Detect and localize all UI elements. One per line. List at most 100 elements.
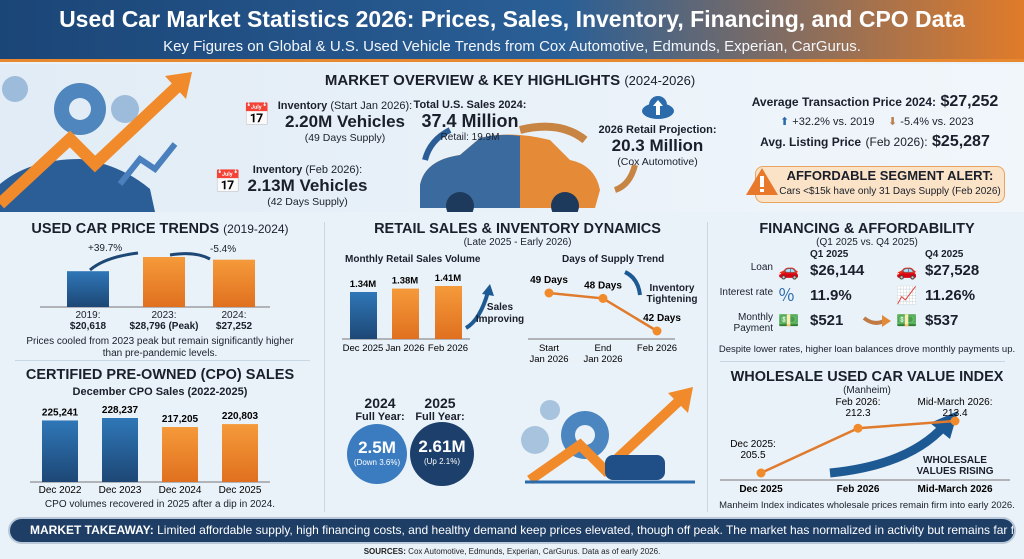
supply-category-label: Jan 2026	[529, 354, 568, 365]
price-trends-note: Prices cooled from 2023 peak but remain …	[26, 336, 294, 359]
supply-value-label: 48 Days	[584, 280, 622, 291]
supply-chart-title: Days of Supply Trend	[562, 254, 665, 265]
retail-title: RETAIL SALES & INVENTORY DYNAMICS	[374, 221, 661, 237]
wholesale-note: Manheim Index indicates wholesale prices…	[719, 500, 1015, 511]
index-point-Feb 2026	[853, 423, 863, 433]
trend-arrow-icon	[0, 79, 185, 209]
car-illustration	[420, 122, 638, 212]
cpo-bar-Dec 2022	[42, 420, 78, 482]
supply-category-label: End	[595, 343, 612, 354]
cash-icon: 💵	[896, 311, 918, 330]
index-value-label: 205.5	[740, 450, 765, 461]
sales-value-label: 1.38M	[392, 276, 418, 287]
rising-arrow-icon	[829, 421, 949, 478]
price-bar-2023	[143, 257, 185, 307]
cloud-upload-icon	[642, 96, 674, 119]
fy2024-circle: 2.5M (Down 3.6%)	[347, 424, 407, 484]
cpo-bar-Dec 2024	[162, 427, 198, 482]
price-bar-label: 2023: $28,796 (Peak)	[129, 310, 199, 332]
cpo-title: CERTIFIED PRE-OWNED (CPO) SALES	[25, 367, 295, 383]
overview-title: MARKET OVERVIEW & KEY HIGHLIGHTS (2024-2…	[324, 72, 696, 89]
q1-value: $521	[810, 312, 844, 329]
price-bar-2024	[213, 259, 255, 307]
arrow-down-icon: ⬇	[888, 116, 898, 128]
q1-header: Q1 2025	[810, 249, 849, 260]
sales-value-label: 1.41M	[435, 273, 461, 284]
sales-category-label: Dec 2025	[343, 343, 384, 354]
atp-change-2023: ⬇ -5.4% vs. 2023	[888, 116, 974, 128]
supply-category-label: Feb 2026	[637, 343, 677, 354]
price-bar-label: 2019: $20,618	[69, 310, 107, 332]
trend-arrow-icon	[527, 396, 684, 485]
change-label: +39.7%	[88, 243, 123, 254]
sources-line: SOURCES: Cox Automotive, Edmunds, Experi…	[363, 547, 661, 556]
sales-category-label: Jan 2026	[385, 343, 424, 354]
price-trends-title: USED CAR PRICE TRENDS (2019-2024)	[31, 221, 289, 237]
arrow-up-icon	[464, 291, 490, 330]
supply-category-label: Jan 2026	[583, 354, 622, 365]
supply-value-label: 42 Days	[643, 313, 681, 324]
sales-category-label: Feb 2026	[428, 343, 468, 354]
cpo-subtitle: December CPO Sales (2022-2025)	[72, 386, 248, 398]
index-value-label: Feb 2026:	[835, 397, 880, 408]
fy2024-heading: 2024 Full Year:	[355, 395, 405, 423]
index-category-label: Feb 2026	[837, 484, 880, 495]
financing-range: (Q1 2025 vs. Q4 2025)	[816, 237, 918, 248]
alert-title: AFFORDABLE SEGMENT ALERT:	[786, 168, 994, 183]
growth-illustration	[0, 72, 192, 212]
page-title: Used Car Market Statistics 2026: Prices,…	[59, 6, 965, 32]
divider	[15, 360, 310, 361]
index-category-label: Mid-March 2026	[917, 484, 992, 495]
wholesale-subtitle: (Manheim)	[843, 385, 891, 396]
gear-icon	[2, 76, 28, 102]
arrow-down-icon	[624, 270, 642, 296]
warning-icon	[746, 168, 778, 195]
cpo-category-label: Dec 2024	[159, 485, 202, 496]
car-tag-icon: 🚗	[896, 261, 918, 280]
arrow-icon	[89, 251, 139, 272]
q4-value: 11.26%	[925, 287, 976, 304]
arrow-head	[482, 284, 494, 296]
sales-improving-note: Sales Improving	[475, 302, 525, 325]
percent-icon: ％	[778, 286, 795, 305]
cpo-category-label: Dec 2025	[219, 485, 262, 496]
financing-row-label: Interest rate	[719, 287, 773, 298]
change-label: -5.4%	[210, 244, 237, 255]
index-point-Mid-March 2026	[950, 416, 960, 426]
divider	[324, 222, 325, 512]
q4-header: Q4 2025	[925, 249, 964, 260]
cpo-value-label: 220,803	[222, 411, 259, 422]
car-tag-icon: 🚗	[778, 261, 800, 280]
arrow-icon	[422, 127, 452, 161]
volume-chart-title: Monthly Retail Sales Volume	[345, 254, 481, 265]
cpo-value-label: 228,237	[102, 405, 139, 416]
financing-row-label: Loan	[750, 262, 773, 273]
gear-icon	[521, 426, 549, 454]
arrow-icon	[519, 122, 588, 144]
cpo-note: CPO volumes recovered in 2025 after a di…	[44, 499, 276, 510]
atp-change-2019: ⬆ +32.2% vs. 2019	[780, 116, 875, 128]
financing-title: FINANCING & AFFORDABILITY	[759, 221, 975, 237]
arrow-icon	[613, 164, 638, 193]
index-value-label: 213.4	[942, 408, 967, 419]
supply-value-label: 49 Days	[530, 275, 568, 286]
page-subtitle: Key Figures on Global & U.S. Used Vehicl…	[163, 38, 861, 55]
gear-icon	[540, 400, 560, 420]
arrow-up-icon: ⬆	[780, 116, 790, 128]
financing-note: Despite lower rates, higher loan balance…	[718, 344, 1016, 355]
fy2025-circle: 2.61M (Up 2.1%)	[410, 422, 474, 486]
index-value-label: Mid-March 2026:	[917, 397, 992, 408]
index-value-label: 212.3	[845, 408, 870, 419]
q4-value: $537	[925, 312, 959, 329]
supply-point-Feb 2026	[652, 326, 662, 336]
arrow-head	[930, 411, 958, 439]
wholesale-chart: Dec 2025:205.5 Dec 2025 Feb 2026:212.3 Feb …	[720, 397, 1010, 495]
financing-row-label: Monthly Payment	[733, 312, 773, 334]
index-value-label: Dec 2025:	[730, 439, 776, 450]
sales-bar-Dec 2025	[350, 292, 377, 339]
divider	[707, 222, 708, 512]
calendar-icon: 📅	[214, 169, 242, 194]
total-sales-stat: Total U.S. Sales 2024: 37.4 Million Reta…	[413, 99, 527, 143]
supply-category-label: Start	[539, 343, 559, 354]
cpo-chart: 225,241 Dec 2022 228,237 Dec 2023 217,205 Dec…	[30, 405, 270, 496]
